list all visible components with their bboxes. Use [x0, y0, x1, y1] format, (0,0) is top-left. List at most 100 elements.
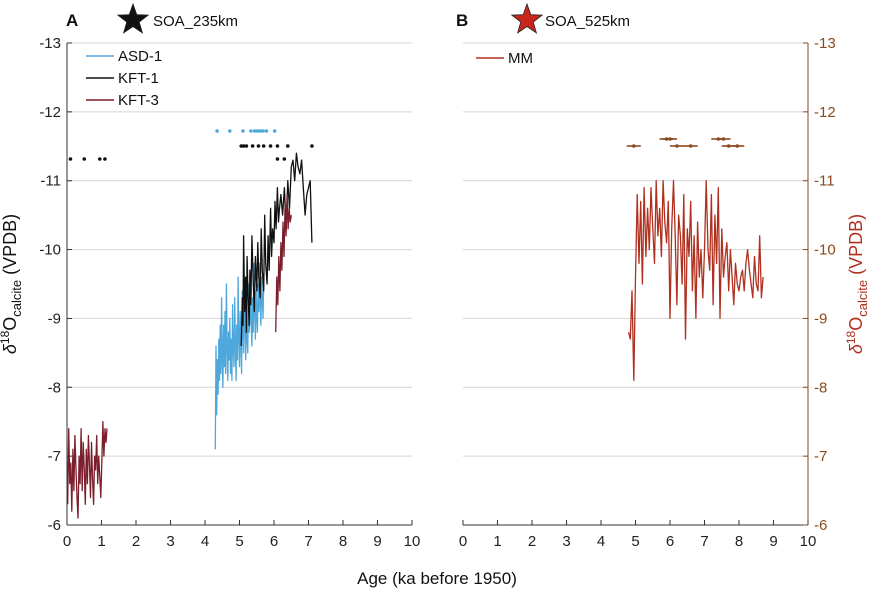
- age-marker: [68, 157, 73, 161]
- chart-panel-b: -13 -12 -11 -10 -9 -8 -7 -6 0 1 2 3 4 5 6 7 8 9 10 MM B SOA_5…: [456, 2, 870, 550]
- x-tick-label: 3: [166, 533, 174, 550]
- age-marker: [268, 144, 273, 148]
- y-tick-label: -10: [39, 242, 61, 259]
- age-marker: [256, 144, 261, 148]
- age-marker: [215, 129, 219, 133]
- y-tick-label: -6: [48, 517, 61, 534]
- age-marker: [735, 144, 740, 148]
- y-axis-label: δ18Ocalcite (VPDB): [0, 214, 24, 354]
- age-marker: [275, 144, 280, 148]
- series-line: [67, 421, 108, 519]
- age-marker: [250, 144, 255, 148]
- age-marker: [258, 129, 263, 133]
- legend-label: ASD-1: [118, 48, 162, 65]
- chart-title: SOA_525km: [545, 13, 630, 30]
- age-marker: [252, 129, 257, 133]
- x-tick-label: 7: [700, 533, 708, 550]
- x-tick-label: 9: [373, 533, 381, 550]
- x-tick-label: 8: [735, 533, 743, 550]
- series-mm: [627, 180, 764, 382]
- age-marker: [272, 129, 277, 133]
- y-tick-label: -7: [48, 448, 61, 465]
- x-tick-label: 2: [528, 533, 536, 550]
- x-tick-label: 0: [459, 533, 467, 550]
- y-tick-label: -9: [814, 310, 827, 327]
- x-tick-label: 3: [562, 533, 570, 550]
- legend-label: KFT-3: [118, 92, 159, 109]
- x-tick-label: 5: [631, 533, 639, 550]
- age-marker: [726, 144, 731, 148]
- age-marker-row: [215, 129, 277, 133]
- panel-label: A: [66, 11, 78, 30]
- y-tick-label: -8: [814, 379, 827, 396]
- age-marker: [103, 157, 107, 161]
- series-kft-1: [240, 152, 313, 347]
- series-line: [214, 262, 265, 450]
- age-marker: [668, 137, 672, 141]
- age-marker: [688, 144, 693, 148]
- x-tick-label: 6: [666, 533, 674, 550]
- series-line: [275, 193, 292, 333]
- legend: MM: [476, 50, 533, 67]
- age-marker: [721, 137, 726, 141]
- y-tick-label: -12: [814, 104, 836, 121]
- age-marker-row: [239, 144, 314, 148]
- age-marker-row: [68, 157, 287, 161]
- chart-panel-a: -13 -12 -11 -10 -9 -8 -7 -60 1 2 3 4 5 6 7 8 9 10 ASD-1 KFT…: [0, 2, 421, 550]
- x-tick-label: 5: [235, 533, 243, 550]
- star-icon: [510, 2, 544, 34]
- x-tick-label: 1: [493, 533, 501, 550]
- x-tick-label: 9: [769, 533, 777, 550]
- age-marker: [249, 129, 253, 133]
- x-tick-label: 7: [304, 533, 312, 550]
- age-marker: [241, 129, 245, 133]
- series-line: [240, 152, 313, 347]
- age-marker: [286, 144, 290, 148]
- y-tick-label: -9: [48, 310, 61, 327]
- y-tick-label: -13: [39, 35, 61, 52]
- age-marker: [275, 157, 280, 161]
- age-marker: [97, 157, 102, 161]
- y-tick-label: -11: [40, 173, 61, 190]
- age-marker: [675, 144, 679, 148]
- age-marker: [241, 144, 246, 148]
- age-marker: [631, 144, 636, 148]
- legend: ASD-1 KFT-1 KFT-3: [86, 48, 162, 109]
- y-tick-label: -6: [814, 517, 827, 534]
- x-tick-label: 4: [201, 533, 209, 550]
- age-marker: [261, 144, 266, 148]
- legend-label: KFT-1: [118, 70, 159, 87]
- x-tick-label: 10: [404, 533, 421, 550]
- age-marker-row: [626, 144, 745, 148]
- chart-title: SOA_235km: [153, 13, 238, 30]
- x-tick-label: 1: [97, 533, 105, 550]
- age-marker: [244, 144, 249, 148]
- y-tick-label: -8: [48, 379, 61, 396]
- legend-label: MM: [508, 50, 533, 67]
- age-marker: [264, 129, 269, 133]
- panel-label: B: [456, 11, 468, 30]
- y-tick-label: -7: [814, 448, 827, 465]
- x-tick-label: 4: [597, 533, 605, 550]
- star-icon: [116, 2, 150, 34]
- y-tick-label: -12: [39, 104, 61, 121]
- age-marker: [228, 129, 232, 133]
- age-marker: [255, 129, 260, 133]
- x-tick-label: 6: [270, 533, 278, 550]
- series-line: [627, 180, 764, 382]
- y-tick-label: -13: [814, 35, 836, 52]
- age-marker: [310, 144, 314, 148]
- x-tick-label: 0: [63, 533, 71, 550]
- series-asd-1: [214, 262, 265, 450]
- x-axis-label: Age (ka before 1950): [357, 569, 517, 588]
- y-axis-label: δ18Ocalcite (VPDB): [844, 214, 870, 354]
- age-marker: [82, 157, 87, 161]
- y-tick-label: -10: [814, 242, 836, 259]
- x-tick-label: 10: [800, 533, 817, 550]
- x-tick-label: 2: [132, 533, 140, 550]
- series-kft-3: [67, 193, 292, 519]
- x-tick-label: 8: [339, 533, 347, 550]
- age-marker-row: [659, 137, 731, 141]
- age-marker: [282, 157, 287, 161]
